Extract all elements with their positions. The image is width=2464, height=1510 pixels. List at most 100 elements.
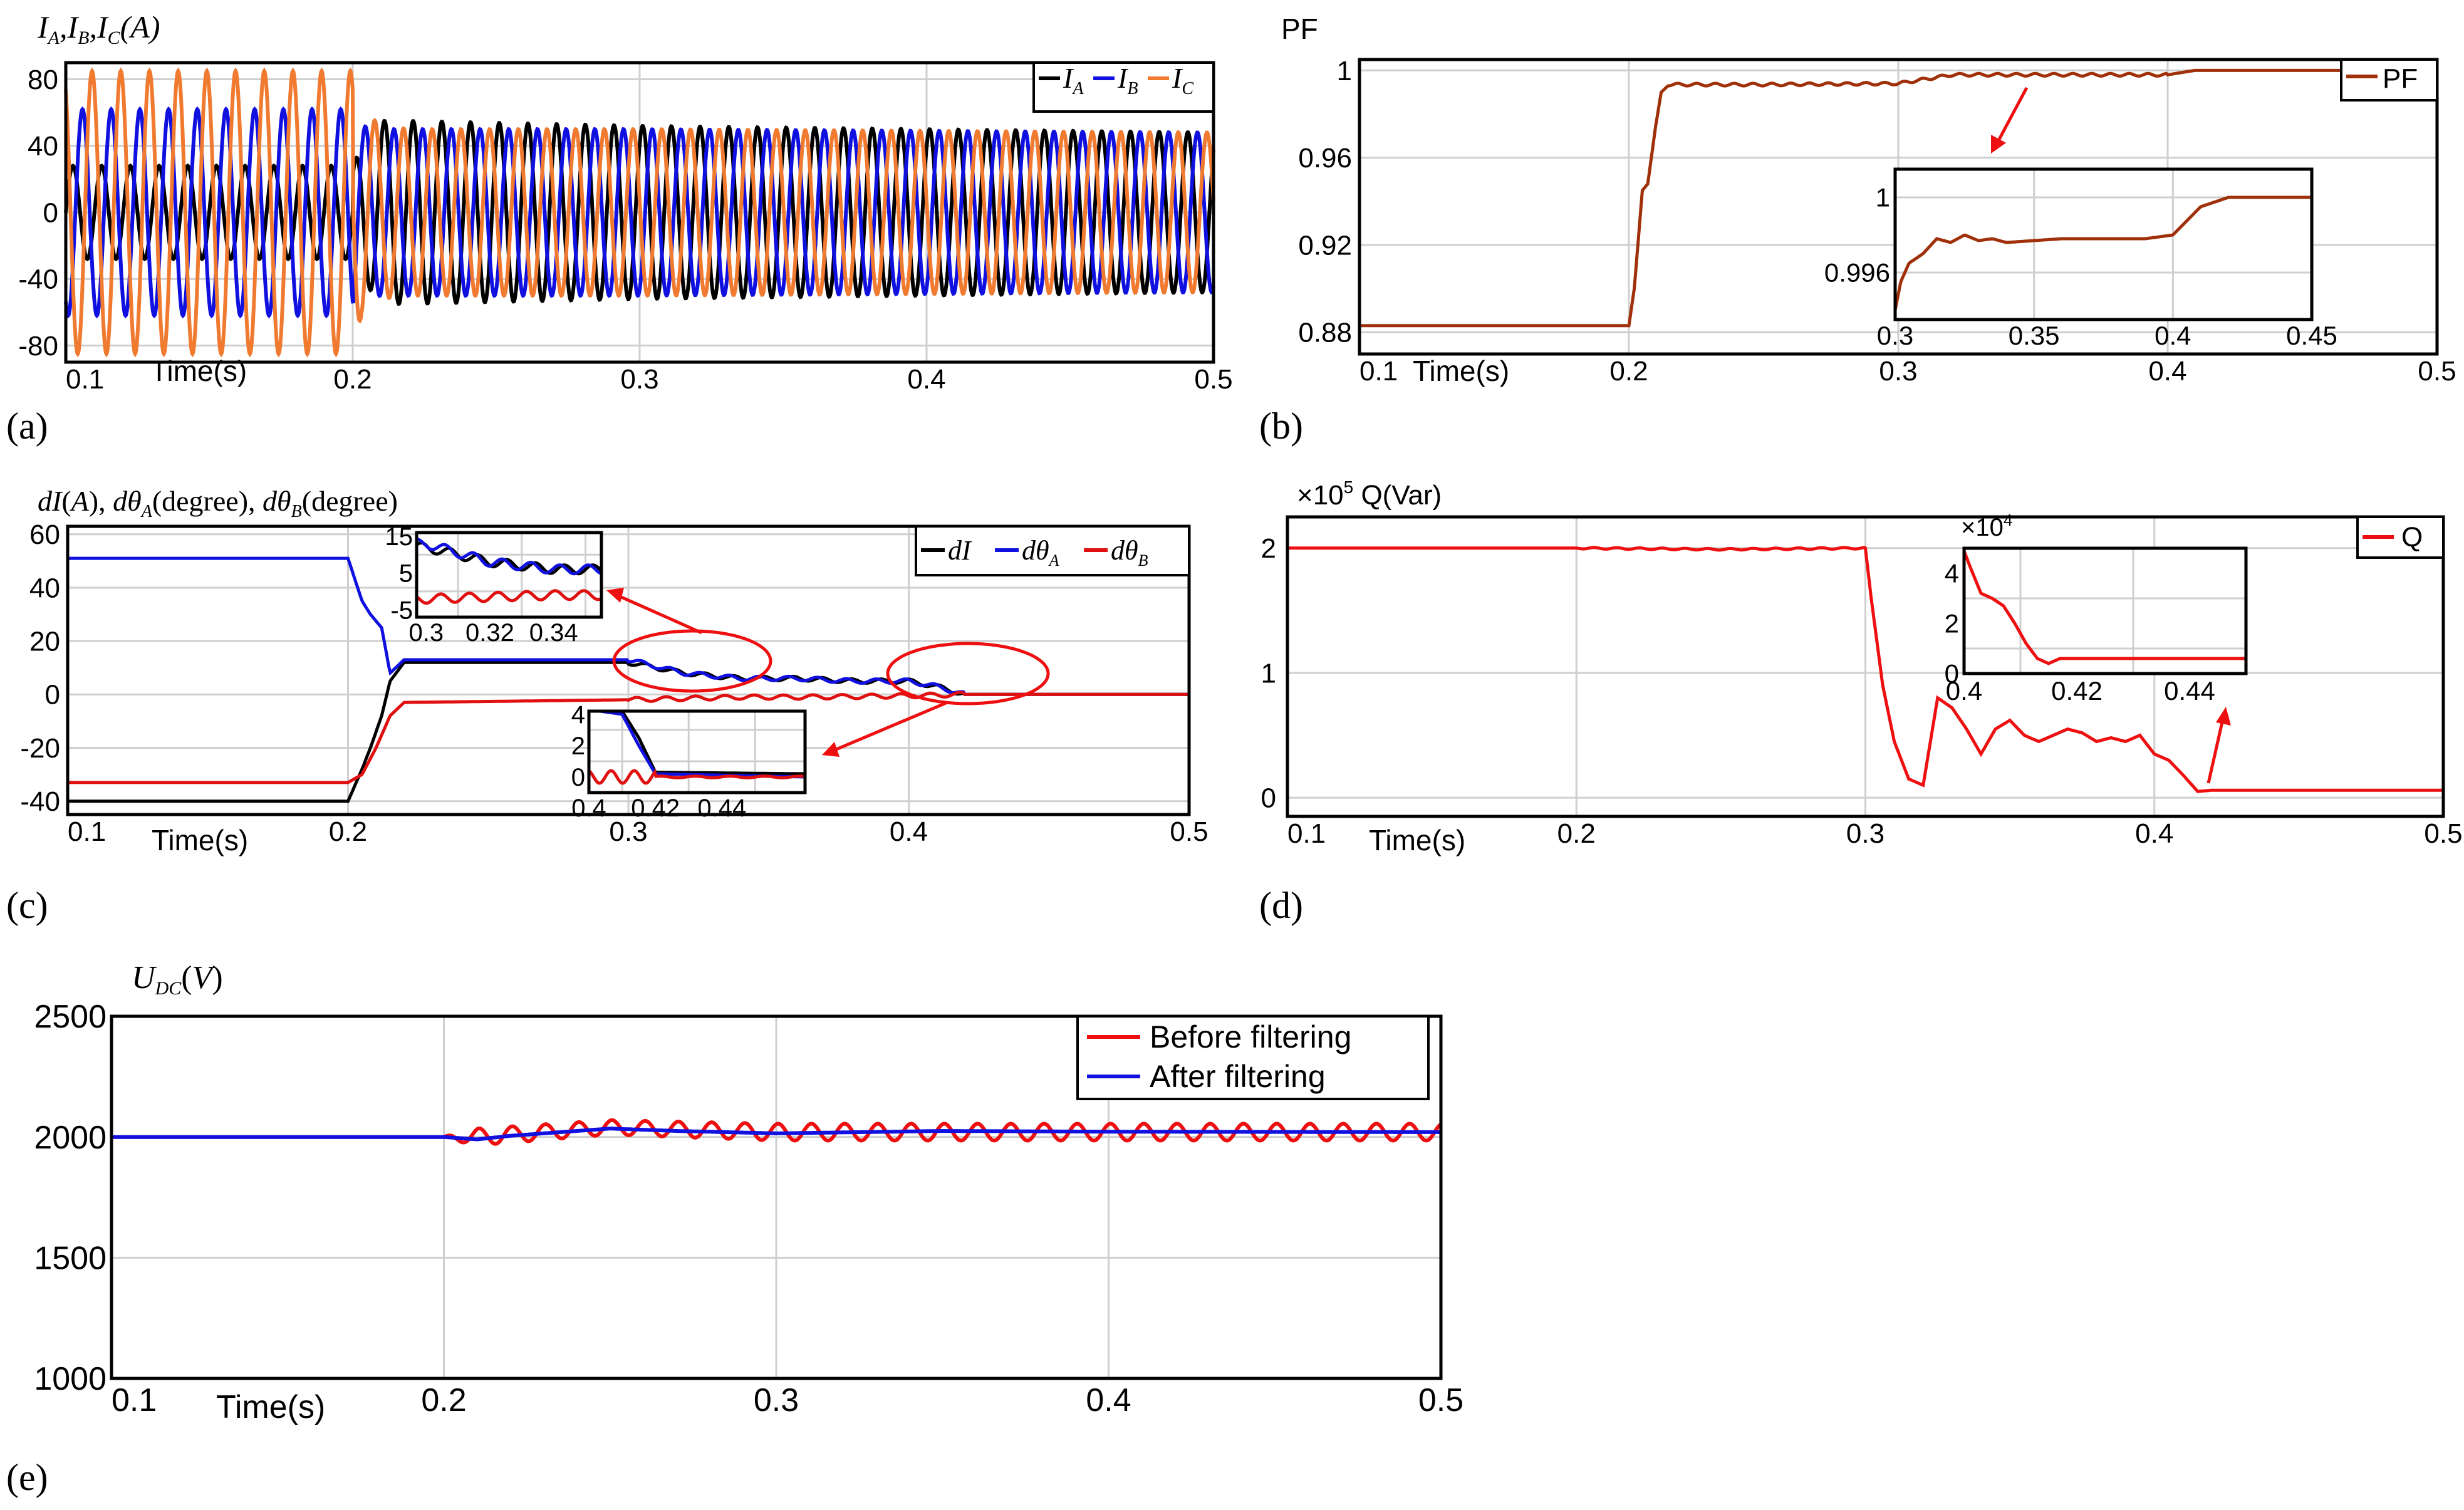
panel-d-legend: Q [2356,516,2445,559]
panel-c-inset-top-xtick-1: 0.32 [465,619,514,647]
panel-c-inset-top-xtick-2: 0.34 [529,619,578,647]
panel-d-inset-ytick-2: 4 [1945,559,1959,588]
panel-c-xtick-3: 0.4 [890,816,928,847]
panel-d-xtick-2: 0.3 [1846,818,1884,849]
series-line-ib [64,106,1215,319]
panel-a-xtick-2: 0.3 [620,364,658,395]
panel-c-xtick-0: 0.1 [68,816,106,847]
panel-b-xtick-4: 0.5 [2418,356,2456,387]
panel-c-xtick-1: 0.2 [329,816,367,847]
inset-series-line-pf [1893,195,2312,311]
panel-b-title: PF [1281,13,1318,45]
panel-d-ytick-0: 0 [1261,783,1276,814]
panel-e-xtick-3: 0.4 [1086,1382,1131,1419]
panel-a-ytick-1: -40 [18,264,58,295]
panel-d-inset-xtick-2: 0.44 [2164,676,2215,706]
series-line-ic [64,67,1215,358]
panel-c-inset-bottom-ytick-1: 2 [571,732,585,760]
inset-top-series-dtheta-a [416,538,602,576]
panel-e-xlabel: Time(s) [216,1389,325,1425]
panel-b-inset-xtick-1: 0.35 [2009,321,2060,350]
panel-a-title: IA,IB,IC(A) [37,9,160,48]
panel-a-ytick-2: 0 [43,197,58,228]
legend-label-dtheta-b: dθB [1111,535,1148,570]
series-line-pf [1359,68,2437,328]
panel-d-xtick-0: 0.1 [1287,818,1326,849]
panel-b-xtick-0: 0.1 [1359,356,1398,387]
legend-label-ia: IA [1063,62,1084,98]
panel-d-ytick-2: 2 [1261,533,1276,564]
panel-c-label: (c) [6,885,48,926]
panel-a-xlabel: Time(s) [150,355,247,387]
panel-b-ytick-3: 1 [1337,56,1352,86]
panel-d-title: ×105 Q(Var) [1297,477,1442,511]
panel-e: UDC(V) 0.1 0.2 0.3 0.4 0.5 1000 1500 2000 2500 T… [6,960,1463,1498]
panel-d-xlabel: Time(s) [1369,824,1465,857]
panel-c-legend: dI dθA dθB [915,525,1190,576]
inset-series-line-q [1962,550,2246,665]
panel-e-xtick-2: 0.3 [754,1382,799,1419]
panel-e-legend: Before filtering After filtering [1076,1015,1430,1100]
panel-b: PF 0.1 0.2 0.3 0.4 0.50.880.920.961 Time(s) … [1259,13,2456,447]
legend-label-dtheta-a: dθA [1022,535,1059,570]
legend-label-pf: PF [2383,63,2418,94]
panel-a-ytick-0: -80 [18,331,58,362]
series-line-q [1287,546,2443,793]
legend-label-before: Before filtering [1150,1019,1351,1054]
panel-c-inset-bottom-xtick-1: 0.42 [631,794,680,822]
svg-text:UDC(V): UDC(V) [132,960,223,999]
series-line-dtheta-b [68,690,1189,784]
panel-b-xtick-1: 0.2 [1609,356,1648,387]
panel-e-ytick-1: 1500 [34,1241,107,1277]
inset-bottom-series-dtheta-b [588,768,806,785]
svg-text:dI(A), dθA(degree), dθB(degree: dI(A), dθA(degree), dθB(degree) [38,485,398,521]
panel-c-inset-top-ytick-0: -5 [390,596,413,624]
panel-d-arrow [2207,707,2231,784]
inset-bottom-series-di [589,709,805,776]
panel-c-inset-top-ytick-1: 5 [399,560,413,588]
panel-d-inset: 0.4 0.42 0.44 0 2 4 ×104 [1945,511,2248,706]
panel-b-legend: PF [2340,58,2438,102]
legend-label-di: dI [948,535,972,566]
panel-c-inset-bottom-xtick-2: 0.44 [697,794,746,822]
panel-b-inset-ytick-1: 1 [1876,183,1890,212]
panel-d-ytick-1: 1 [1261,658,1276,689]
panel-d-frame [1286,515,2445,818]
panel-a-xtick-1: 0.2 [333,364,372,395]
panel-b-xlabel: Time(s) [1413,355,1509,387]
panel-d-xtick-3: 0.4 [2135,818,2173,849]
panel-d-label: (d) [1259,885,1303,926]
panel-c-inset-bottom-ytick-0: 0 [571,764,585,791]
panel-c-ytick-2: 0 [45,680,60,711]
panel-d-inset-ytick-0: 0 [1945,659,1959,689]
panel-e-ytick-2: 2000 [34,1120,107,1156]
panel-c: dI(A), dθA(degree), dθB(degree) 0.1 0.2 0.… [6,485,1209,926]
panel-c-inset-top-ytick-2: 15 [385,523,413,551]
panel-d-inset-xtick-1: 0.42 [2051,676,2103,706]
panel-c-ytick-5: 60 [29,519,60,550]
panel-a-xtick-4: 0.5 [1194,364,1232,395]
panel-d-inset-xtick-0: 0.4 [1946,676,1982,706]
panel-d: ×105 Q(Var) 0.1 0.2 0.3 0.4 0.5 0 1 2 Time(s) (… [1259,477,2463,926]
panel-a-label: (a) [6,405,48,447]
panel-b-ytick-2: 0.96 [1298,143,1352,174]
panel-e-frame [110,1014,1443,1380]
panel-e-xtick-0: 0.1 [112,1382,157,1419]
panel-c-ytick-1: -20 [20,733,60,764]
panel-c-inset-top-xtick-0: 0.3 [408,619,444,647]
panel-b-xtick-2: 0.3 [1879,356,1917,387]
panel-b-inset-frame [1893,167,2314,321]
panel-c-inset-bottom-ytick-2: 4 [571,701,585,729]
panel-b-inset-ytick-0: 0.996 [1824,258,1890,288]
panel-a-xtick-0: 0.1 [66,364,104,395]
panel-e-ytick-0: 1000 [34,1361,107,1397]
panel-c-callouts [606,588,1050,757]
legend-label-ic: IC [1172,62,1193,98]
panel-b-xtick-3: 0.4 [2148,356,2186,387]
inset-top-series-dtheta-b [415,589,603,605]
panel-d-inset-ytick-1: 2 [1945,609,1959,638]
panel-a-legend: IA IB IC [1032,61,1215,113]
panel-a-xtick-3: 0.4 [907,364,945,395]
panel-a-ytick-3: 40 [28,131,58,162]
